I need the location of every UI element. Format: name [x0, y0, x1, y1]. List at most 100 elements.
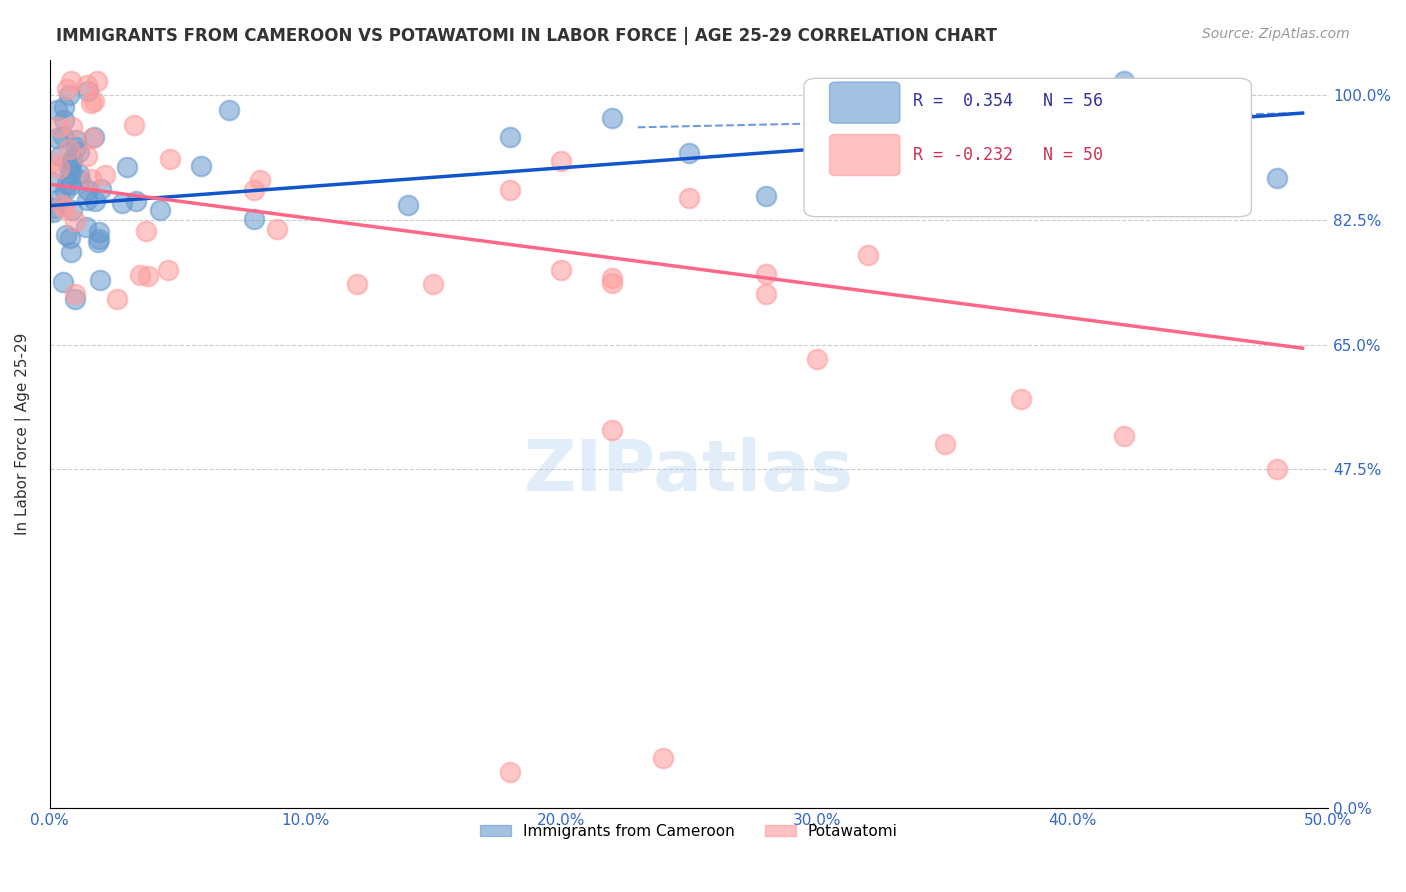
Point [48, 120, 70, 135]
Text: Source: ZipAtlas.com: Source: ZipAtlas.com [1202, 27, 1350, 41]
Point [111, 195, 134, 210]
Point [122, 118, 145, 132]
Point [1112, 74, 1135, 88]
Point [249, 173, 271, 187]
Point [129, 268, 152, 282]
Point [600, 423, 623, 437]
Point [266, 222, 288, 236]
Point [76, 193, 98, 207]
Point [550, 154, 572, 169]
Point [499, 183, 522, 197]
Point [67, 145, 90, 159]
Point [84, 194, 107, 209]
Point [48, 192, 70, 206]
Point [53, 202, 76, 217]
Point [1112, 428, 1135, 442]
Point [53, 184, 76, 198]
Point [1265, 461, 1288, 475]
Point [60, 156, 83, 170]
Point [1265, 171, 1288, 186]
Point [80, 95, 103, 110]
Point [934, 127, 956, 141]
Point [44, 201, 66, 215]
Point [60, 153, 83, 167]
Point [159, 152, 181, 166]
Text: R =  0.354   N = 56: R = 0.354 N = 56 [912, 92, 1102, 110]
Point [83, 130, 105, 145]
Point [678, 191, 700, 205]
Point [652, 751, 675, 765]
Point [135, 224, 157, 238]
Point [76, 78, 98, 92]
Point [499, 129, 522, 144]
Point [243, 212, 266, 227]
Point [755, 267, 778, 281]
Point [65, 133, 87, 147]
Point [69, 173, 91, 187]
Point [52, 275, 75, 289]
Y-axis label: In Labor Force | Age 25-29: In Labor Force | Age 25-29 [15, 333, 31, 535]
Point [600, 276, 623, 290]
Point [46, 131, 69, 145]
Point [65, 287, 87, 301]
FancyBboxPatch shape [830, 135, 900, 176]
Point [124, 194, 146, 208]
Point [550, 262, 572, 277]
Legend: Immigrants from Cameroon, Potawatomi: Immigrants from Cameroon, Potawatomi [474, 818, 904, 845]
Point [58, 142, 80, 156]
Text: ZIPatlas: ZIPatlas [524, 436, 853, 506]
Point [105, 293, 128, 307]
Point [89, 225, 111, 239]
Point [856, 247, 879, 261]
Point [86, 74, 108, 88]
Point [76, 149, 98, 163]
Point [59, 74, 82, 88]
Point [60, 120, 83, 134]
Point [82, 131, 104, 145]
Text: R = -0.232   N = 50: R = -0.232 N = 50 [912, 145, 1102, 163]
Point [46, 103, 69, 117]
Point [115, 160, 138, 174]
Point [60, 165, 83, 179]
Point [600, 112, 623, 126]
Point [56, 82, 79, 96]
Point [56, 178, 79, 192]
Point [80, 171, 103, 186]
Point [755, 189, 778, 203]
Point [67, 167, 90, 181]
Point [157, 262, 180, 277]
Point [1010, 392, 1032, 406]
Point [77, 183, 100, 197]
Point [136, 269, 159, 284]
Point [58, 162, 80, 177]
Point [65, 140, 87, 154]
Point [63, 292, 86, 306]
Point [48, 149, 70, 163]
Point [59, 178, 82, 192]
Point [755, 287, 778, 301]
Point [42, 205, 65, 219]
Point [94, 168, 117, 182]
Point [806, 352, 828, 367]
Point [934, 436, 956, 450]
Point [53, 112, 76, 127]
Point [87, 232, 110, 246]
Point [190, 159, 212, 173]
Point [90, 182, 112, 196]
Point [396, 197, 419, 211]
Point [60, 202, 83, 217]
Point [678, 145, 700, 160]
Point [218, 103, 240, 117]
Point [89, 273, 111, 287]
FancyBboxPatch shape [804, 78, 1251, 217]
Point [346, 277, 368, 291]
Point [53, 100, 76, 114]
Point [55, 227, 77, 242]
Point [48, 161, 70, 176]
Point [600, 270, 623, 285]
FancyBboxPatch shape [830, 82, 900, 123]
Point [41, 154, 63, 169]
Point [499, 765, 522, 780]
Point [51, 198, 73, 212]
Point [75, 220, 97, 235]
